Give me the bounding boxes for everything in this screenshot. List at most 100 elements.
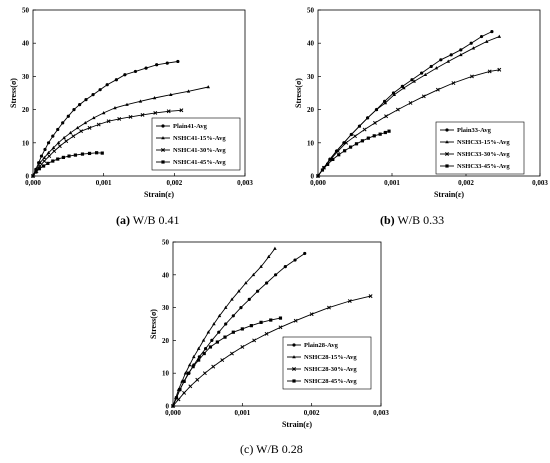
data-point	[78, 103, 82, 107]
x-tick-label: 0,003	[532, 179, 548, 187]
data-point	[421, 94, 426, 99]
data-point	[408, 101, 413, 105]
legend-marker	[292, 355, 296, 359]
x-tick-label: 0,002	[458, 179, 474, 187]
caption-label: (c)	[240, 442, 254, 456]
data-point	[240, 327, 244, 331]
data-point	[487, 69, 492, 74]
data-point	[100, 151, 104, 155]
data-point	[34, 170, 38, 174]
data-point	[171, 404, 175, 408]
data-point	[244, 281, 248, 285]
data-point	[497, 67, 502, 72]
x-axis-label: Strain(ε)	[434, 190, 464, 199]
data-point	[183, 371, 188, 375]
data-point	[309, 312, 314, 317]
data-point	[331, 157, 335, 161]
data-point	[61, 155, 65, 160]
data-point	[266, 254, 271, 259]
data-point	[106, 119, 111, 124]
data-point	[237, 289, 241, 293]
x-tick-label: 0,001	[234, 409, 250, 417]
data-point	[469, 74, 474, 79]
data-point	[337, 153, 341, 157]
data-point	[43, 147, 47, 152]
data-point	[215, 340, 219, 344]
legend-label: NSHC41-30%-Avg	[173, 147, 226, 154]
data-point	[372, 134, 376, 138]
data-point	[469, 41, 473, 45]
y-axis-label: Stress(σ)	[9, 78, 18, 108]
data-point	[140, 112, 145, 117]
data-point	[435, 87, 440, 92]
data-point	[446, 59, 450, 63]
data-point	[378, 132, 382, 136]
legend-label: Plain33-Avg	[457, 127, 492, 134]
data-point	[410, 78, 414, 82]
data-point	[80, 152, 85, 156]
data-point	[101, 111, 106, 115]
data-point	[56, 157, 60, 161]
y-tick-label: 20	[22, 106, 30, 114]
data-point	[91, 93, 95, 97]
data-point	[357, 124, 362, 128]
caption-text: W/B 0.28	[256, 442, 303, 456]
data-point	[420, 71, 424, 75]
data-point	[471, 46, 476, 50]
chart-svg-c: 0 10 20 30 40 50 0,000 0,001 0,002 0,003 Strain(ε)…	[149, 239, 389, 430]
data-point	[123, 73, 127, 77]
data-point	[387, 129, 391, 133]
data-point	[293, 258, 297, 262]
data-point	[117, 116, 122, 121]
data-point	[384, 114, 389, 119]
data-point	[360, 139, 364, 143]
data-point	[265, 281, 269, 285]
data-point	[354, 142, 359, 146]
data-point	[383, 130, 387, 135]
data-point	[303, 251, 307, 256]
legend-marker	[161, 136, 165, 140]
data-point	[138, 99, 143, 103]
x-axis-label: Strain(ε)	[144, 190, 174, 199]
plot-frame	[172, 241, 382, 407]
data-point	[38, 160, 42, 164]
data-point	[365, 115, 370, 120]
data-point	[165, 61, 169, 65]
caption-text: W/B 0.33	[397, 213, 445, 227]
y-tick-label: 50	[162, 239, 170, 247]
legend-marker	[161, 148, 165, 152]
data-point	[490, 29, 494, 34]
data-point	[423, 72, 428, 77]
data-point	[264, 331, 269, 336]
data-point	[95, 151, 99, 155]
legend: Plain33-Avg NSHC33-15%-Avg NSHC33-30%-Avg N…	[435, 121, 525, 175]
data-point	[31, 174, 35, 178]
y-tick-label: 30	[307, 73, 315, 81]
legend: Plain28-Avg NSHC28-15%-Avg NSHC28-30%-Avg N…	[282, 336, 372, 390]
data-point	[64, 139, 69, 144]
series-2	[171, 294, 373, 408]
data-point	[362, 127, 367, 132]
data-point	[87, 151, 92, 156]
legend-label: NSHC28-45%-Avg	[304, 378, 357, 385]
data-point	[62, 135, 66, 140]
data-point	[368, 294, 373, 299]
legend-marker	[445, 164, 449, 168]
data-point	[336, 149, 340, 154]
data-point	[192, 354, 196, 359]
legend-marker	[161, 124, 165, 128]
y-tick-label: 30	[22, 73, 30, 81]
series-line	[317, 36, 500, 177]
data-point	[92, 115, 96, 120]
caption-a: (a) W/B 0.41	[116, 213, 179, 228]
data-point	[223, 305, 228, 309]
data-point	[208, 345, 213, 349]
x-tick-label: 0,001	[96, 179, 112, 187]
data-point	[429, 64, 433, 69]
data-point	[113, 106, 117, 110]
legend-marker	[161, 160, 165, 164]
data-point	[374, 107, 379, 111]
data-point	[210, 338, 214, 342]
data-point	[273, 246, 277, 250]
y-tick-label: 50	[22, 7, 30, 15]
